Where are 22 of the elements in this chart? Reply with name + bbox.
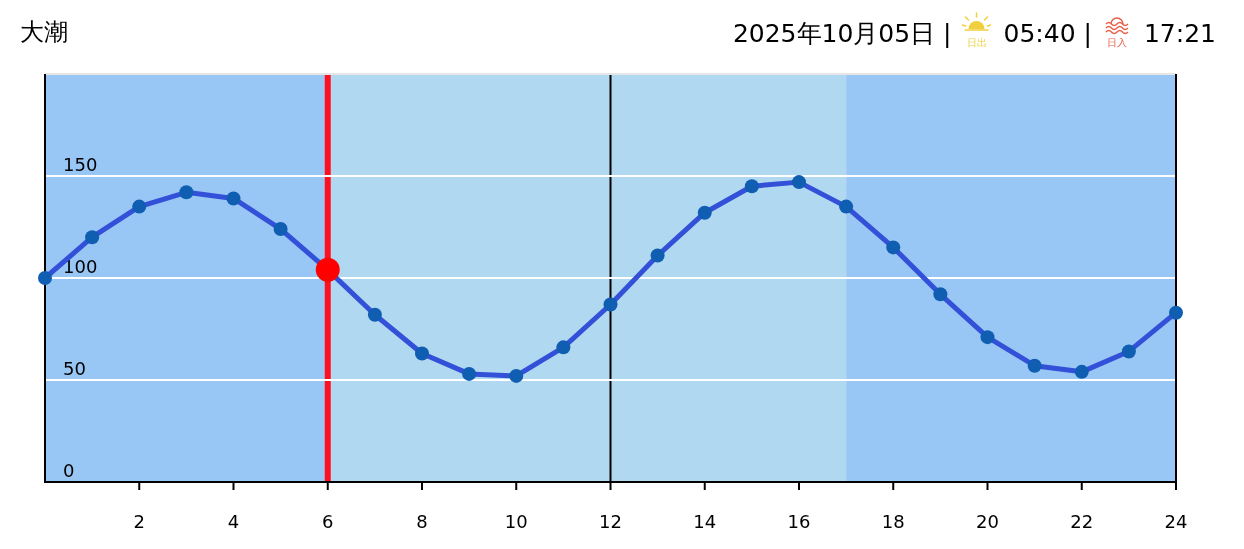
text: 05:40 | [1003, 19, 1092, 48]
text: 日入 [1106, 37, 1127, 48]
x-tick-label: 4 [227, 511, 240, 532]
x-tick-label: 8 [416, 511, 428, 532]
y-tick-label: 0 [63, 460, 75, 481]
y-tick-label: 100 [63, 256, 98, 277]
x-tick-label: 12 [599, 511, 622, 532]
y-tick-label: 50 [63, 358, 86, 379]
x-tick-label: 14 [693, 511, 717, 532]
x-tick-label: 2 [133, 511, 145, 532]
x-tick-label: 6 [322, 511, 334, 532]
x-tick-label: 18 [881, 511, 905, 532]
text: 2025年10月05日 | [732, 19, 952, 48]
chart-title: 大潮 [20, 18, 68, 46]
x-tick-label: 24 [1164, 511, 1188, 532]
x-tick-label: 10 [504, 511, 528, 532]
text: 17:21 [1143, 19, 1216, 48]
text: 日出 [966, 37, 987, 48]
y-tick-label: 150 [63, 154, 98, 175]
x-tick-label: 22 [1070, 511, 1094, 532]
x-tick-label: 16 [787, 511, 811, 532]
x-tick-label: 20 [976, 511, 999, 532]
